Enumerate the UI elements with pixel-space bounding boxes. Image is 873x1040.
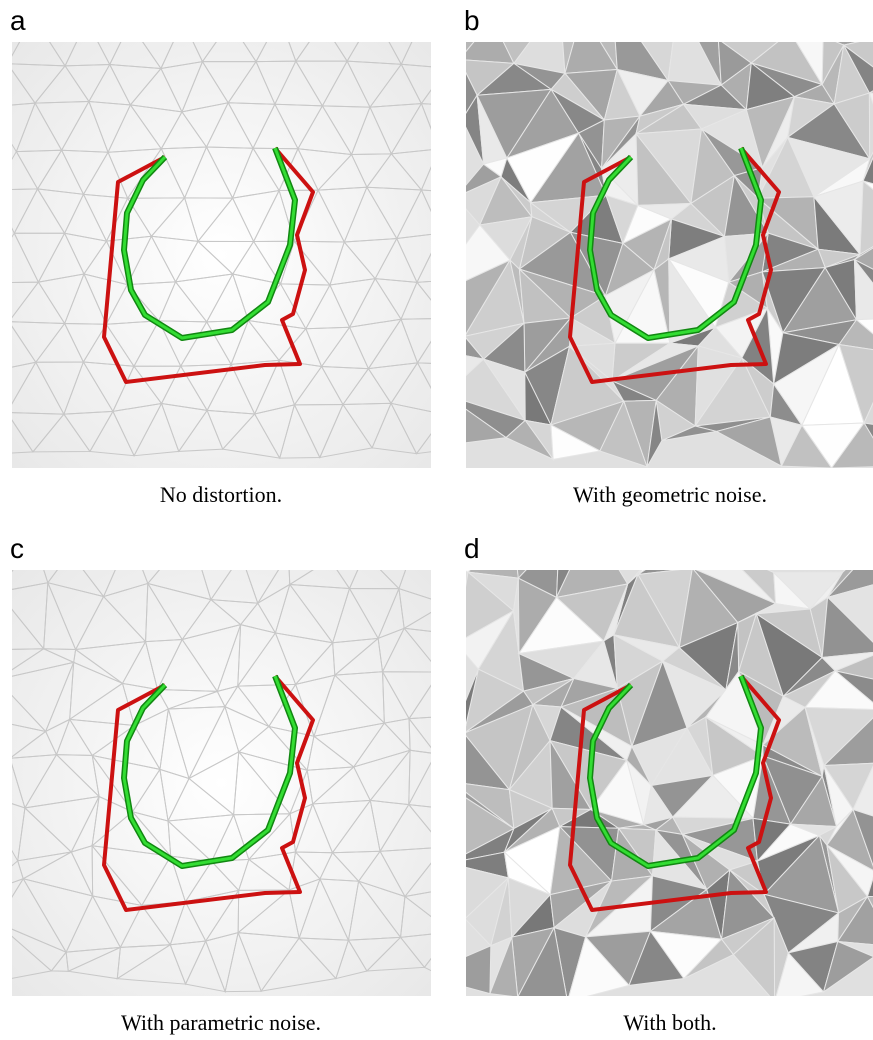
panel-label: a [10, 5, 26, 36]
caption: With parametric noise. [121, 1010, 321, 1035]
mesh [0, 15, 492, 468]
figure: a b c d No distortion. With geometric no… [0, 0, 873, 1040]
mesh-triangle [451, 733, 464, 782]
mesh [420, 523, 873, 1001]
panel [420, 523, 873, 1001]
caption: With geometric noise. [573, 482, 767, 507]
panel [423, 0, 873, 468]
mesh-triangle [514, 2, 565, 74]
panel-label: c [10, 533, 24, 564]
panel [0, 532, 503, 996]
mesh-triangle [669, 549, 722, 568]
mesh [0, 532, 503, 996]
mesh [423, 0, 873, 468]
mesh-triangle [422, 946, 490, 994]
panel-label: d [464, 533, 480, 564]
caption: No distortion. [160, 482, 282, 507]
mesh-background [12, 570, 431, 996]
caption: With both. [623, 1010, 716, 1035]
mesh-triangle [512, 523, 559, 578]
panel-label: b [464, 5, 480, 36]
panel [0, 15, 492, 468]
